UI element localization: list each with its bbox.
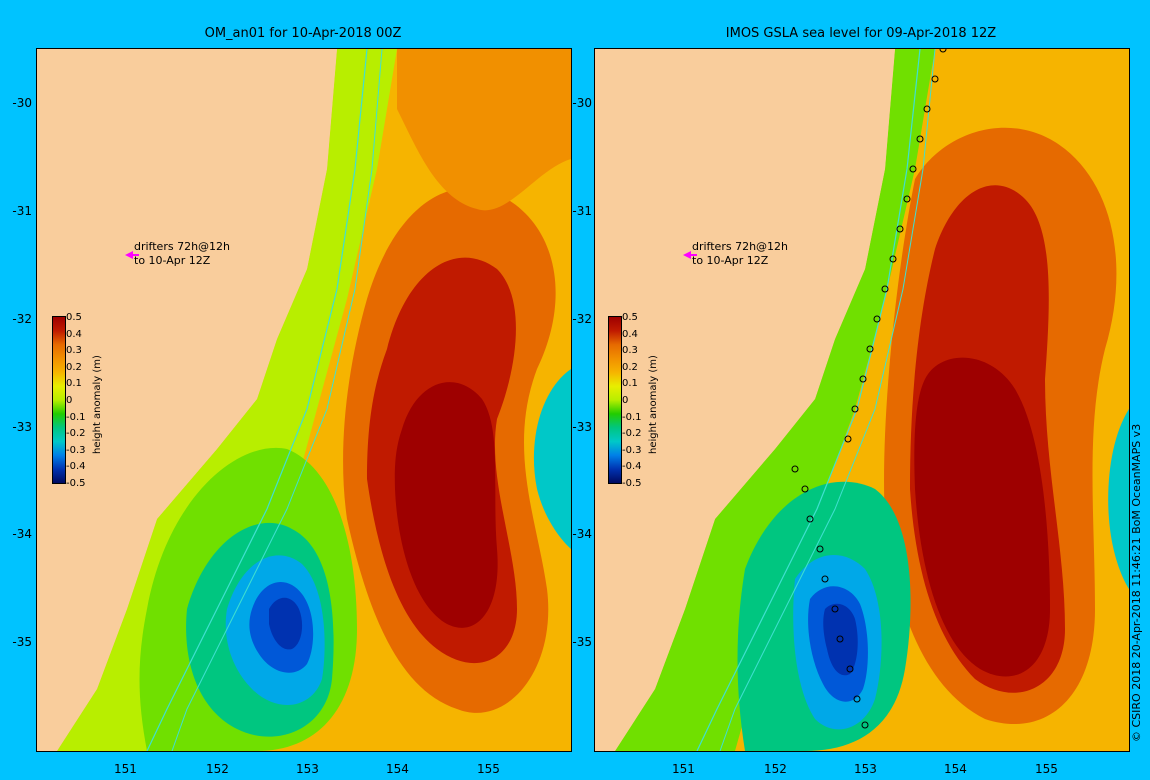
map-panel-right[interactable] (594, 48, 1130, 752)
panel-title-left: OM_an01 for 10-Apr-2018 00Z (204, 26, 402, 41)
colorbar-label-right: height anomaly (m) (648, 355, 659, 454)
colorbar-label-left: height anomaly (m) (92, 355, 103, 454)
colorbar-right (608, 316, 622, 484)
drifter-arrow-icon (125, 251, 133, 259)
drifter-note-left: drifters 72h@12h to 10-Apr 12Z (134, 240, 231, 267)
map-panel-left[interactable]: -30 (36, 48, 572, 752)
drifter-note-right: drifters 72h@12h to 10-Apr 12Z (692, 240, 789, 267)
colorbar-ticks-left: 0.5 0.4 0.3 0.2 0.1 0 -0.1 -0.2 -0.3 -0.… (66, 312, 86, 489)
colorbar-ticks-right: 0.5 0.4 0.3 0.2 0.1 0 -0.1 -0.2 -0.3 -0.… (622, 312, 642, 489)
panel-title-right: IMOS GSLA sea level for 09-Apr-2018 12Z (725, 26, 997, 41)
colorbar-left (52, 316, 66, 484)
drifter-markers (791, 49, 947, 729)
land-mass (37, 49, 337, 751)
copyright-notice: © CSIRO 2018 20-Apr-2018 11:46:21 BoM Oc… (1130, 423, 1143, 742)
shelf-contour (146, 49, 368, 751)
